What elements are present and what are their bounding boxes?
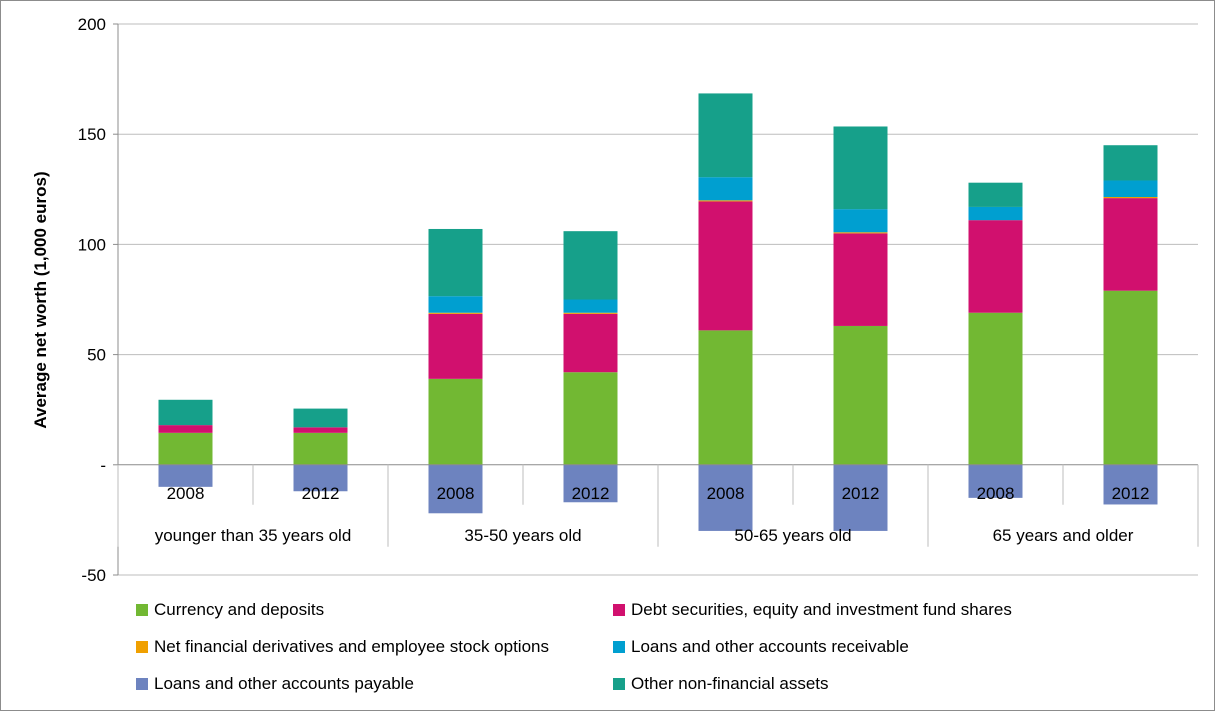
x-tick-label: 2008 <box>977 484 1015 503</box>
bar-segment <box>429 313 483 314</box>
bar-segment <box>834 232 888 233</box>
bar-segment <box>564 231 618 299</box>
y-tick-label: 200 <box>78 15 106 34</box>
axes: 200 150 100 50 - -50 <box>78 15 1198 585</box>
y-tick-label: -50 <box>81 566 106 585</box>
legend-swatch <box>136 604 148 616</box>
category-labels: 2008 2012 2008 2012 2008 2012 2008 2012 younger … <box>155 484 1150 545</box>
x-tick-label: 2008 <box>167 484 205 503</box>
y-tick-label: 100 <box>78 235 106 254</box>
legend-label: Debt securities, equity and investment f… <box>631 600 1012 619</box>
x-tick-label: 2012 <box>842 484 880 503</box>
bar-segment <box>969 220 1023 313</box>
legend-item: Other non-financial assets <box>613 674 829 693</box>
bar-segment <box>834 326 888 465</box>
bar-segment <box>429 296 483 313</box>
bar-segment <box>1104 180 1158 197</box>
legend-item: Loans and other accounts receivable <box>613 637 909 656</box>
bar-segment <box>429 314 483 379</box>
bar-segment <box>699 200 753 201</box>
legend: Currency and deposits Debt securities, eq… <box>136 600 1012 693</box>
bar-segment <box>1104 198 1158 291</box>
group-label: younger than 35 years old <box>155 526 352 545</box>
legend-label: Currency and deposits <box>154 600 324 619</box>
bar-segment <box>1104 291 1158 465</box>
bar-segment <box>294 409 348 428</box>
bar-segment <box>564 300 618 313</box>
x-tick-label: 2012 <box>302 484 340 503</box>
bar-segment <box>429 229 483 296</box>
legend-label: Loans and other accounts payable <box>154 674 414 693</box>
bar-segment <box>294 427 348 433</box>
legend-swatch <box>613 641 625 653</box>
legend-swatch <box>613 604 625 616</box>
legend-label: Net financial derivatives and employee s… <box>154 637 549 656</box>
bar-segment <box>834 233 888 326</box>
bar-segment <box>969 183 1023 207</box>
bar-segment <box>1104 197 1158 198</box>
legend-swatch <box>136 641 148 653</box>
bar-segment <box>969 313 1023 465</box>
bar-segment <box>834 209 888 232</box>
legend-label: Other non-financial assets <box>631 674 829 693</box>
bar-segment <box>699 177 753 200</box>
legend-swatch <box>613 678 625 690</box>
x-tick-label: 2008 <box>437 484 475 503</box>
bar-segment <box>699 93 753 177</box>
x-tick-label: 2012 <box>1112 484 1150 503</box>
group-label: 35-50 years old <box>464 526 581 545</box>
x-tick-label: 2008 <box>707 484 745 503</box>
y-tick-label: 50 <box>87 346 106 365</box>
bar-segment <box>834 126 888 209</box>
bar-segment <box>1104 145 1158 180</box>
group-label: 65 years and older <box>993 526 1134 545</box>
legend-item: Net financial derivatives and employee s… <box>136 637 549 656</box>
bar-segment <box>564 314 618 372</box>
legend-swatch <box>136 678 148 690</box>
bar-segment <box>699 330 753 464</box>
bar-segment <box>969 207 1023 220</box>
bar-segment <box>564 313 618 314</box>
legend-item: Loans and other accounts payable <box>136 674 414 693</box>
y-tick-label: 150 <box>78 125 106 144</box>
x-tick-label: 2012 <box>572 484 610 503</box>
y-tick-label: - <box>100 456 106 475</box>
bar-segment <box>564 372 618 465</box>
y-axis-title: Average net worth (1,000 euros) <box>31 171 50 428</box>
bar-segment <box>429 379 483 465</box>
legend-item: Debt securities, equity and investment f… <box>613 600 1012 619</box>
legend-label: Loans and other accounts receivable <box>631 637 909 656</box>
group-label: 50-65 years old <box>734 526 851 545</box>
bar-segment <box>159 425 213 433</box>
bar-segment <box>294 433 348 465</box>
legend-item: Currency and deposits <box>136 600 324 619</box>
bar-segment <box>159 400 213 425</box>
bar-segment <box>699 201 753 330</box>
bar-segment <box>159 433 213 465</box>
